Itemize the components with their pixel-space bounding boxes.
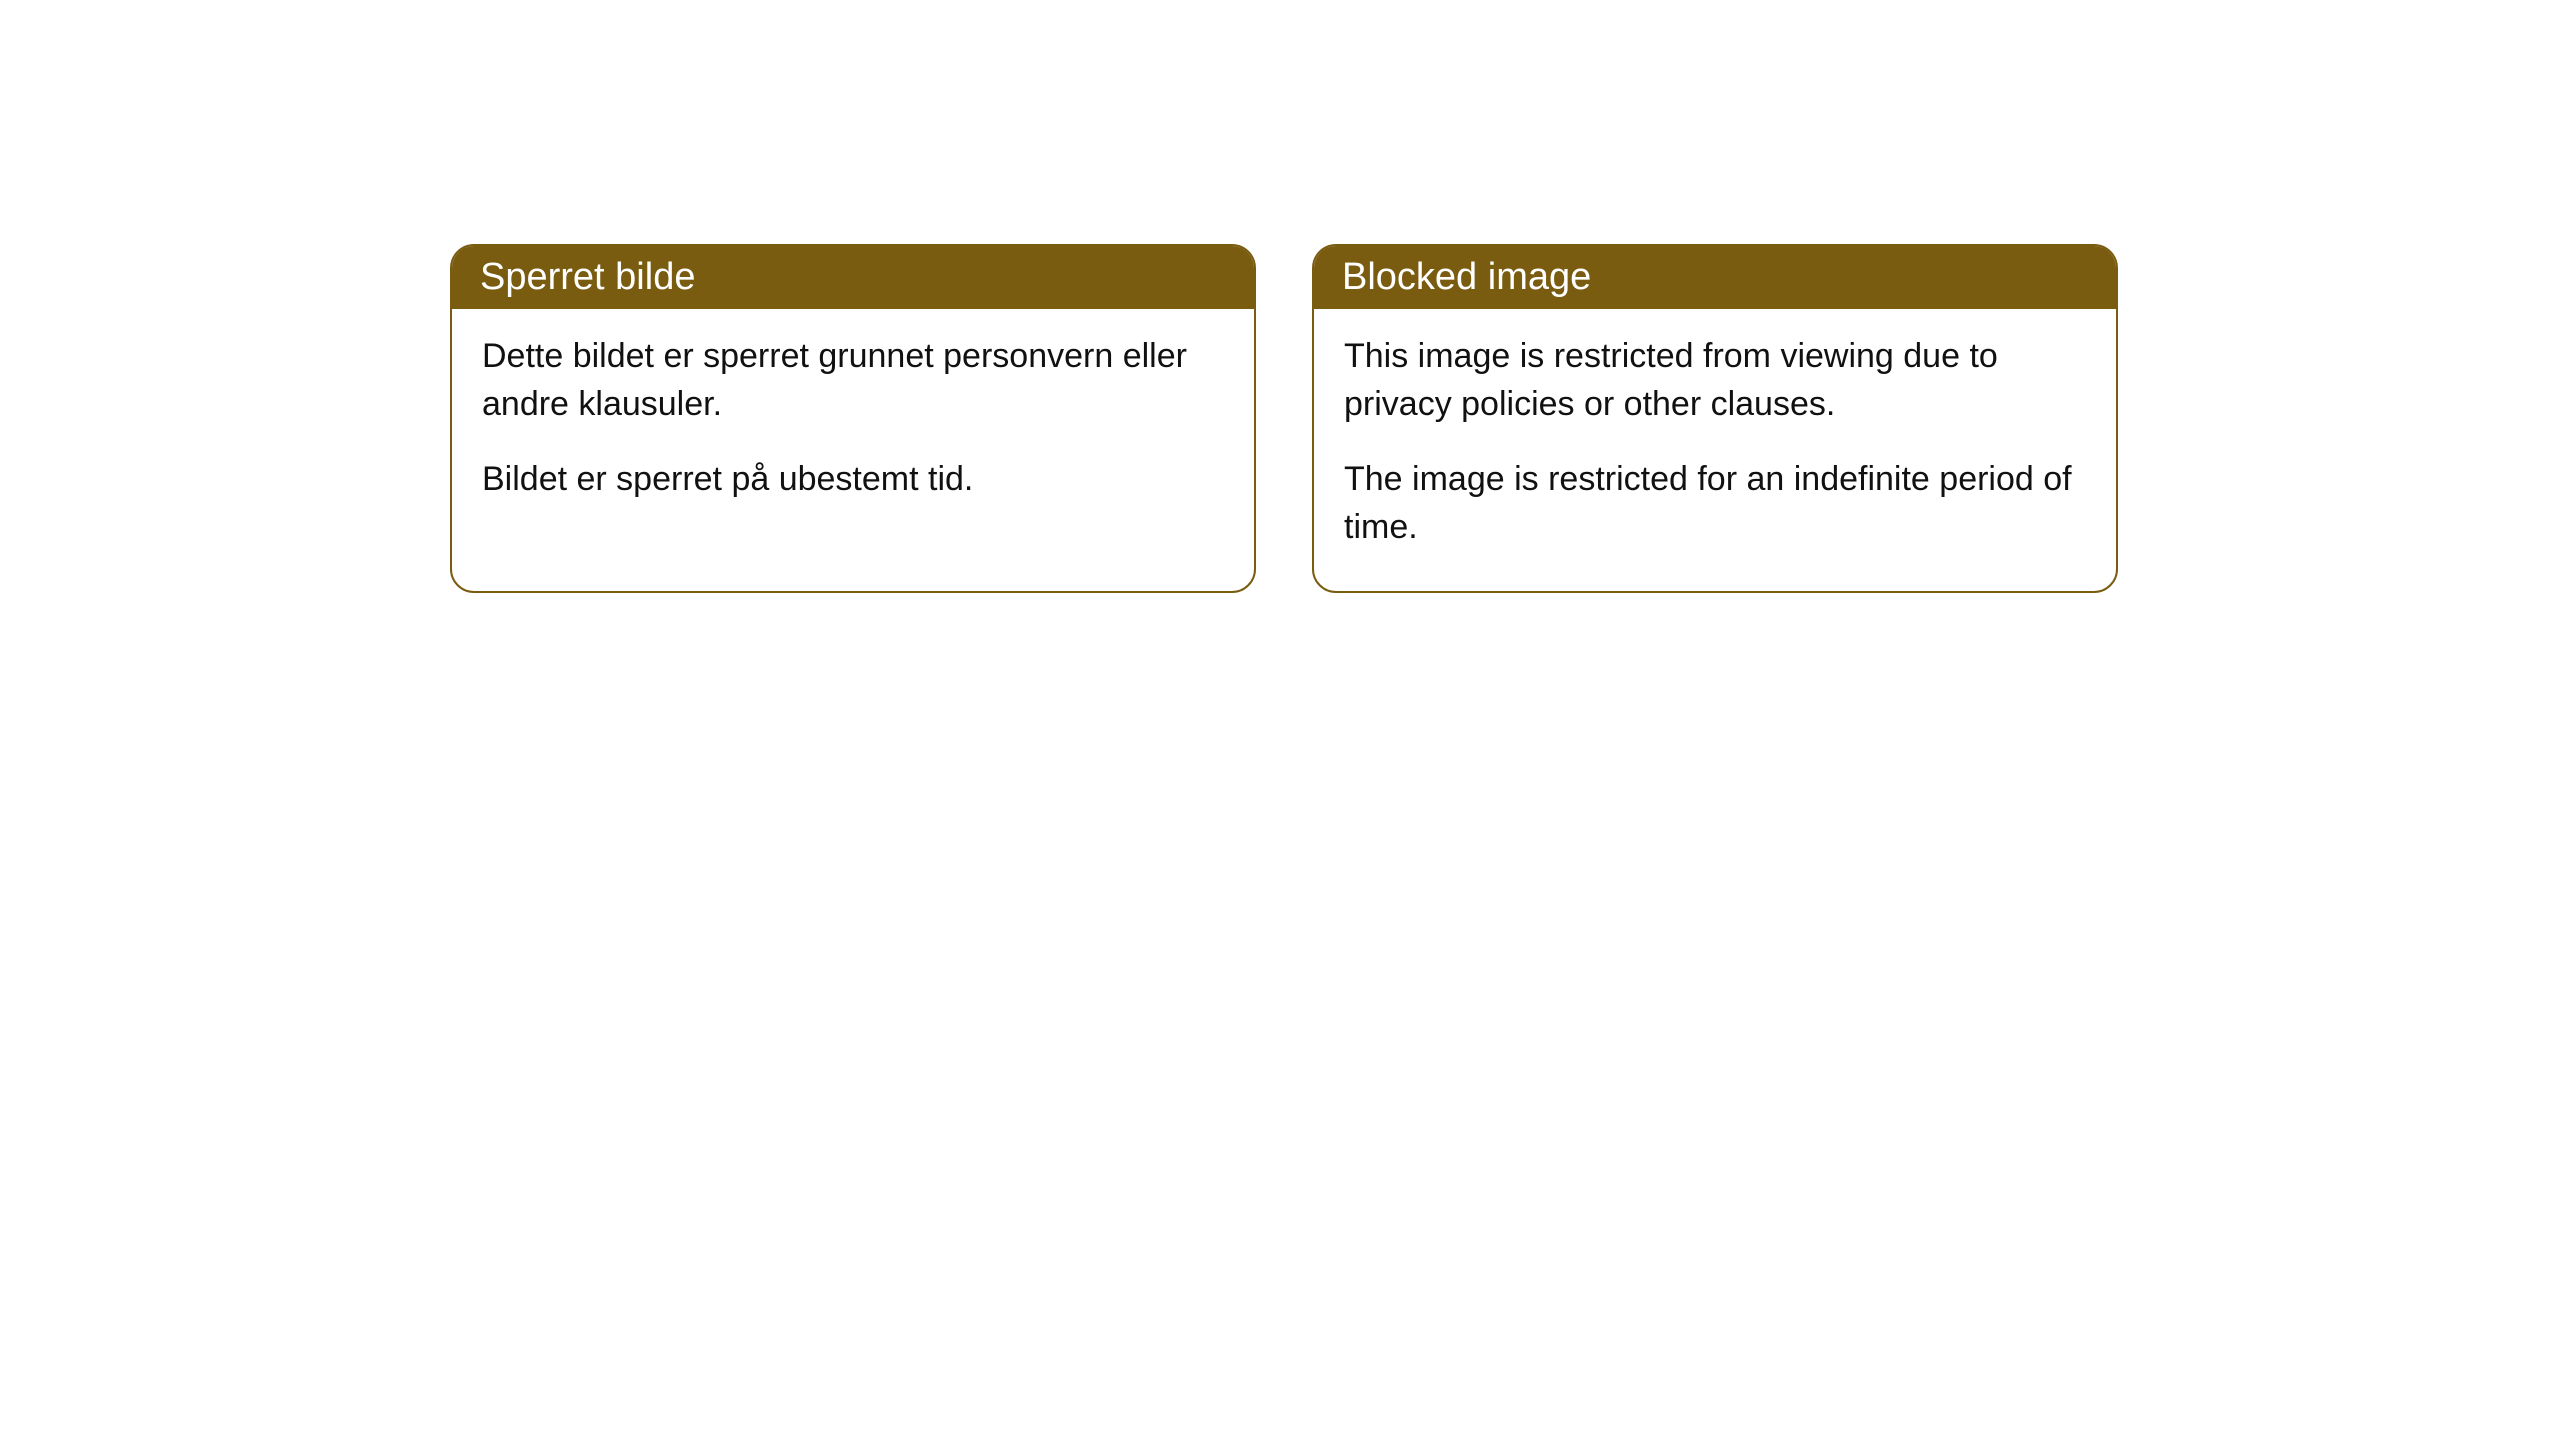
blocked-image-card-en: Blocked image This image is restricted f… bbox=[1312, 244, 2118, 593]
card-title-en: Blocked image bbox=[1314, 246, 2116, 309]
card-paragraph-en-1: This image is restricted from viewing du… bbox=[1344, 333, 2086, 428]
card-paragraph-no-1: Dette bildet er sperret grunnet personve… bbox=[482, 333, 1224, 428]
card-body-en: This image is restricted from viewing du… bbox=[1314, 309, 2116, 591]
card-body-no: Dette bildet er sperret grunnet personve… bbox=[452, 309, 1254, 544]
card-paragraph-en-2: The image is restricted for an indefinit… bbox=[1344, 456, 2086, 551]
blocked-image-card-no: Sperret bilde Dette bildet er sperret gr… bbox=[450, 244, 1256, 593]
card-paragraph-no-2: Bildet er sperret på ubestemt tid. bbox=[482, 456, 1224, 504]
card-title-no: Sperret bilde bbox=[452, 246, 1254, 309]
notice-container: Sperret bilde Dette bildet er sperret gr… bbox=[0, 0, 2560, 593]
